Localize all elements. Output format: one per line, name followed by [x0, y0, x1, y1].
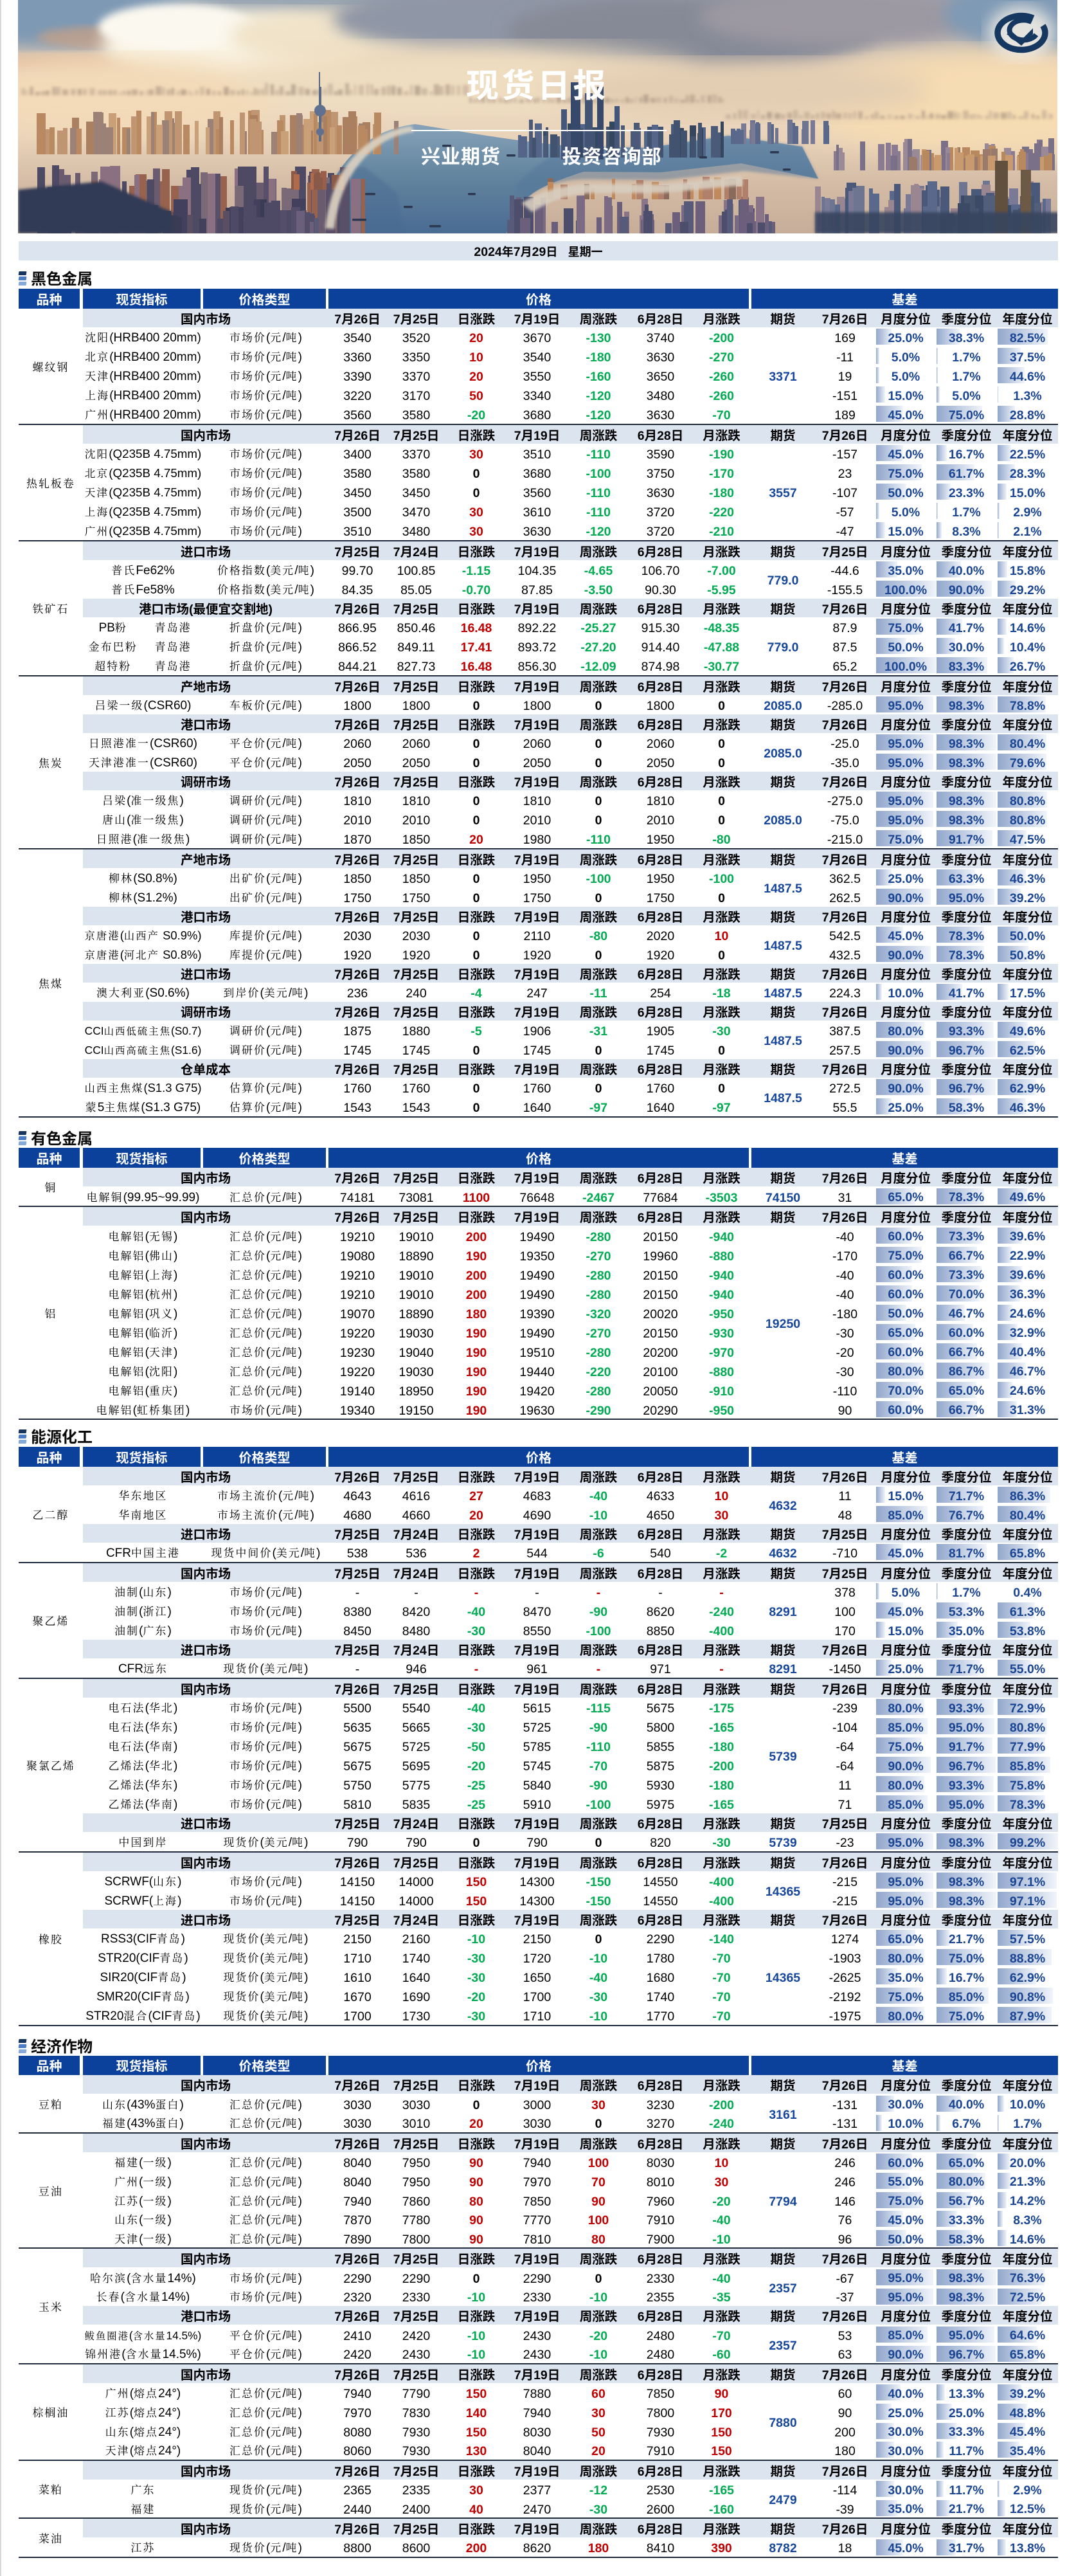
svg-text:兴业期货: 兴业期货: [421, 141, 501, 169]
svg-text:现货日报: 现货日报: [466, 59, 609, 107]
svg-text:投资咨询部: 投资咨询部: [562, 141, 662, 169]
